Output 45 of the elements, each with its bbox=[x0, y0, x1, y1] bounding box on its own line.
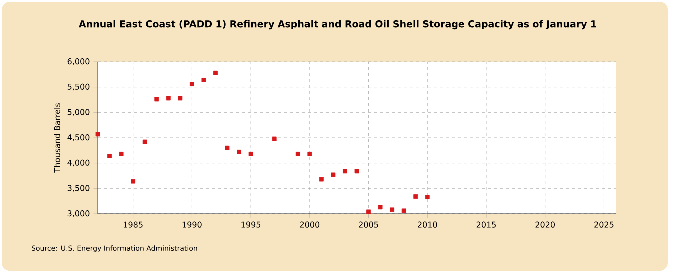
y-tick-label: 5,000 bbox=[68, 109, 90, 116]
point bbox=[166, 96, 171, 101]
x-tick-label: 2025 bbox=[594, 222, 614, 228]
point bbox=[308, 152, 312, 156]
chart-title: Annual East Coast (PADD 1) Refinery Asphalt and Road Oil Shell Storage Capacity as of January 1 bbox=[79, 20, 596, 30]
y-tick-label: 3,500 bbox=[68, 185, 90, 192]
point bbox=[248, 152, 254, 156]
point bbox=[354, 169, 360, 174]
point bbox=[390, 208, 395, 212]
x-tick-label: 1990 bbox=[182, 222, 202, 228]
x-tick-label: 2015 bbox=[476, 222, 496, 228]
point bbox=[178, 96, 183, 101]
point bbox=[414, 194, 418, 199]
point bbox=[154, 97, 160, 102]
point bbox=[142, 140, 148, 144]
point bbox=[366, 210, 371, 214]
point bbox=[296, 152, 300, 156]
y-tick-label: 5,500 bbox=[68, 84, 90, 91]
y-tick-label: 4,500 bbox=[68, 134, 90, 142]
point bbox=[343, 169, 348, 174]
point bbox=[96, 132, 100, 137]
point bbox=[108, 154, 112, 158]
y-tick-label: 3,000 bbox=[68, 210, 90, 218]
x-tick-label: 2005 bbox=[359, 222, 378, 228]
point bbox=[378, 205, 383, 210]
x-tick-label: 2000 bbox=[300, 222, 320, 228]
point bbox=[402, 208, 406, 214]
point bbox=[272, 136, 277, 142]
point bbox=[202, 78, 206, 82]
point bbox=[319, 177, 324, 182]
x-tick-label: 1995 bbox=[242, 222, 261, 228]
point bbox=[131, 179, 136, 184]
point bbox=[119, 152, 124, 156]
point bbox=[214, 70, 218, 76]
y-tick-label: 4,000 bbox=[68, 160, 90, 167]
x-tick-label: 2020 bbox=[536, 222, 555, 228]
point bbox=[190, 82, 194, 86]
point bbox=[425, 195, 430, 200]
x-tick-label: 1985 bbox=[124, 222, 143, 228]
y-tick-label: 6,000 bbox=[68, 58, 90, 66]
y-axis-title: Thousand Barrels bbox=[54, 104, 60, 173]
point bbox=[237, 150, 242, 154]
point bbox=[225, 146, 230, 150]
point bbox=[331, 172, 336, 178]
x-tick-label: 2010 bbox=[418, 222, 438, 228]
